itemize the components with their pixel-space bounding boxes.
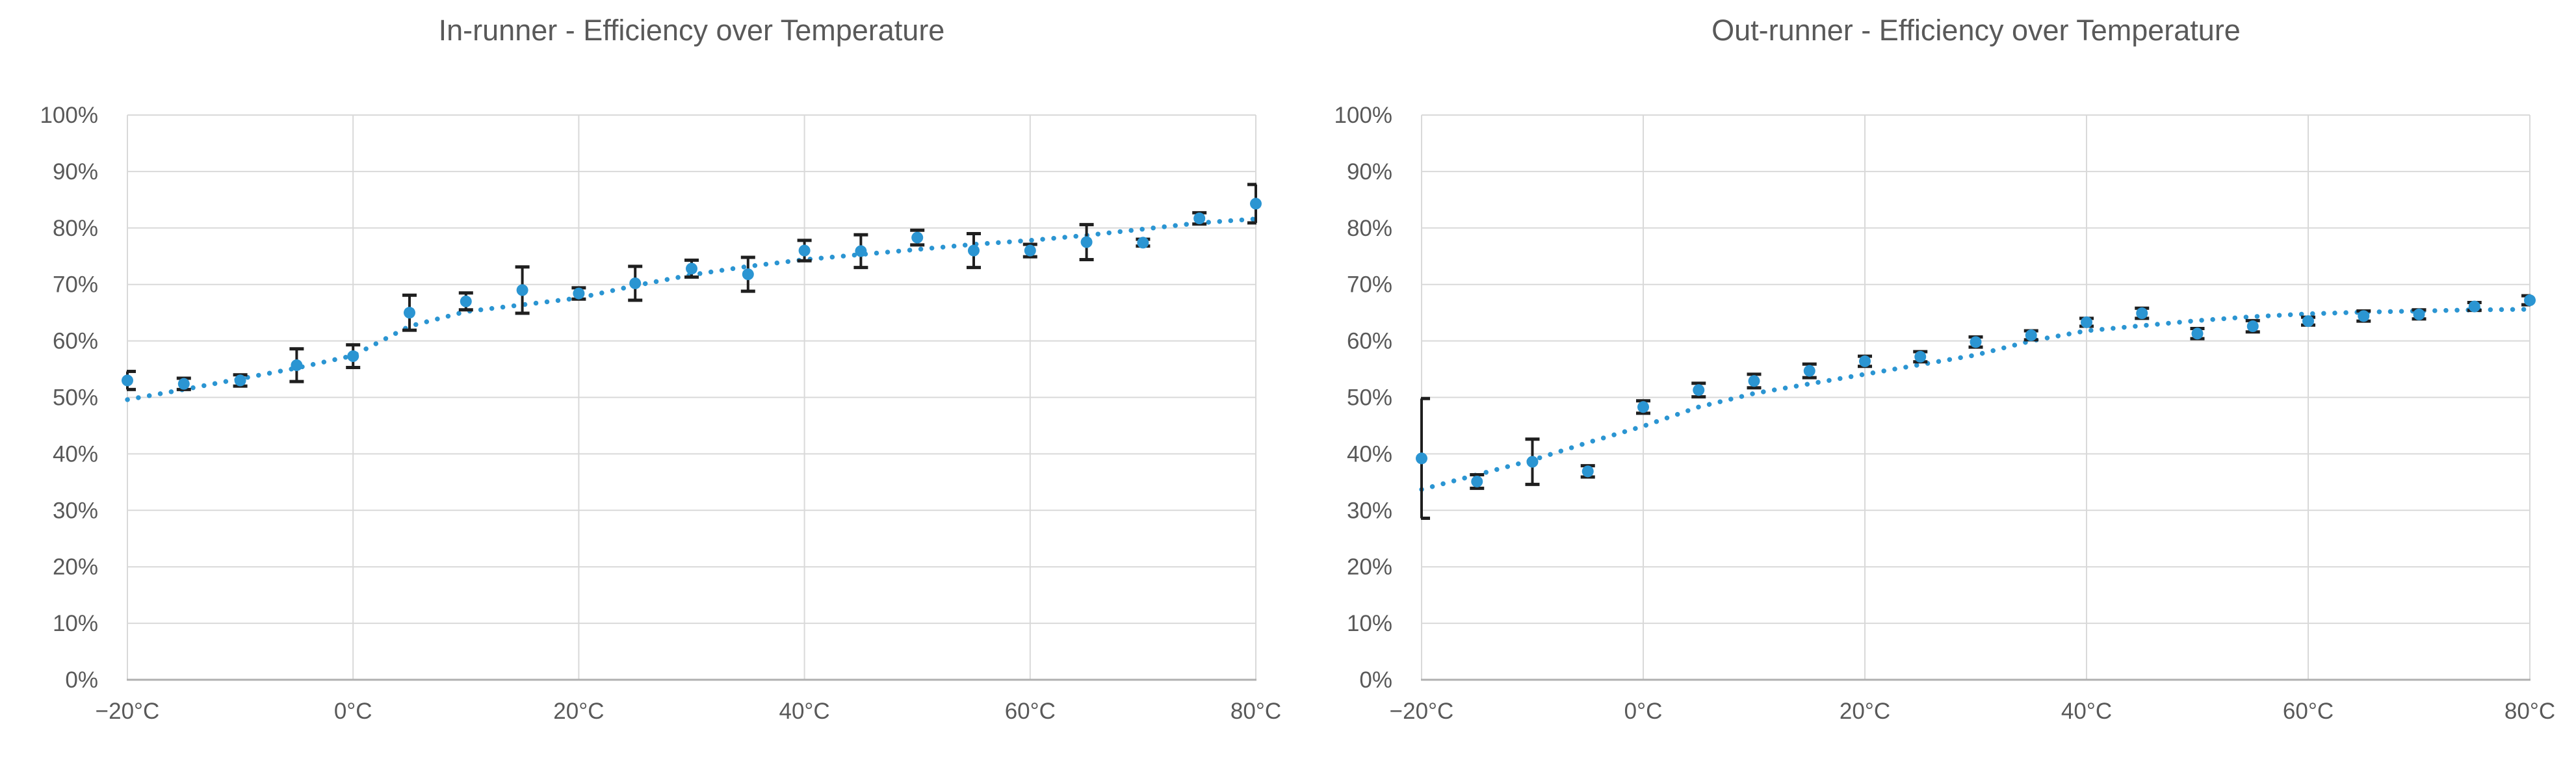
data-point-marker	[234, 374, 246, 387]
x-axis-tick-label: 0°C	[1624, 699, 1663, 724]
data-point-marker	[1581, 465, 1594, 478]
data-point-marker	[2191, 328, 2204, 340]
data-point-marker	[2468, 300, 2480, 313]
data-point-marker	[855, 245, 867, 257]
y-axis-tick-label: 40%	[1347, 441, 1392, 467]
y-axis-tick-label: 70%	[1347, 272, 1392, 298]
trendline-dotted	[1419, 307, 2532, 492]
chart-outrunner-efficiency: 0% 10% 20% 30% 40% 50% 60% 70% 80% 90% 100% −20°C 0°…	[1288, 0, 2576, 761]
data-point-marker	[1137, 237, 1149, 249]
chart-inrunner-canvas: 0% 10% 20% 30% 40% 50% 60% 70% 80% 90% 100% −20°C 0°…	[40, 14, 1281, 724]
data-point-marker	[629, 277, 642, 289]
data-point-marker	[2413, 308, 2425, 320]
data-point-marker	[1526, 456, 1539, 468]
x-axis-tick-label: 40°C	[779, 699, 829, 724]
data-point-marker	[1193, 213, 1206, 225]
chart-inrunner-efficiency: 0% 10% 20% 30% 40% 50% 60% 70% 80% 90% 100% −20°C 0°…	[40, 14, 1282, 724]
data-point-marker	[1693, 384, 1705, 396]
y-axis-tick-label: 70%	[53, 272, 98, 298]
x-axis-tick-label: −20°C	[96, 699, 160, 724]
chart-title-inrunner: In-runner - Efficiency over Temperature	[439, 14, 945, 47]
data-point-marker	[686, 263, 697, 275]
x-axis-tick-label: −20°C	[1390, 699, 1454, 724]
data-point-marker	[911, 231, 924, 244]
data-point-marker	[798, 244, 811, 257]
data-point-marker	[1914, 350, 1927, 363]
x-axis-tick-label: 60°C	[1005, 699, 1056, 724]
data-point-marker	[516, 284, 528, 296]
data-point-marker	[968, 244, 980, 257]
plot-area: 0% 10% 20% 30% 40% 50% 60% 70% 80% 90% 100% −20°C 0°…	[40, 103, 1281, 724]
y-axis-tick-label: 50%	[1347, 385, 1392, 411]
data-point-marker	[573, 287, 585, 300]
y-axis-tick-label: 10%	[53, 611, 98, 636]
x-axis-tick-label: 80°C	[1230, 699, 1281, 724]
data-point-marker	[347, 350, 359, 363]
y-axis-tick-label: 100%	[40, 103, 98, 128]
data-point-marker	[1859, 355, 1871, 367]
y-axis-tick-label: 40%	[53, 441, 98, 467]
y-axis-tick-label: 20%	[1347, 554, 1392, 580]
x-axis-tick-label: 20°C	[553, 699, 604, 724]
data-point-marker	[2081, 316, 2092, 328]
x-axis-tick-label: 40°C	[2061, 699, 2112, 724]
data-point-marker	[404, 307, 415, 319]
y-axis-tick-label: 80%	[1347, 216, 1392, 241]
data-point-marker	[1471, 475, 1483, 487]
data-point-marker	[122, 374, 133, 387]
y-axis-tick-label: 60%	[53, 329, 98, 354]
y-axis-tick-label: 20%	[53, 554, 98, 580]
y-axis-tick-label: 90%	[1347, 159, 1392, 185]
data-point-marker	[2246, 320, 2259, 333]
data-point-marker	[291, 359, 303, 371]
y-axis-tick-label: 90%	[53, 159, 98, 185]
y-axis-tick-label: 30%	[53, 498, 98, 523]
data-point-marker	[2358, 310, 2370, 322]
data-point-marker	[2302, 315, 2314, 328]
data-point-marker	[1416, 452, 1427, 465]
data-point-marker	[1637, 401, 1649, 413]
y-axis-tick-label: 0%	[1359, 667, 1392, 693]
chart-outrunner-canvas: 0% 10% 20% 30% 40% 50% 60% 70% 80% 90% 100% −20°C 0°…	[1334, 14, 2555, 724]
data-point-marker	[2025, 329, 2037, 341]
y-axis-tick-label: 60%	[1347, 329, 1392, 354]
data-point-marker	[177, 378, 190, 390]
data-point-marker	[1748, 375, 1760, 387]
data-point-marker	[1803, 365, 1815, 377]
data-point-marker	[1250, 198, 1262, 210]
y-axis-tick-label: 0%	[65, 667, 98, 693]
x-axis-tick-label: 0°C	[334, 699, 372, 724]
x-axis-tick-label: 20°C	[1840, 699, 1890, 724]
data-point-marker	[1024, 244, 1036, 257]
y-axis-tick-label: 30%	[1347, 498, 1392, 523]
y-axis-tick-label: 80%	[53, 216, 98, 241]
data-point-marker	[1970, 336, 1982, 348]
x-axis-tick-label: 60°C	[2283, 699, 2334, 724]
y-axis-tick-label: 50%	[53, 385, 98, 411]
y-axis-tick-label: 100%	[1334, 103, 1392, 128]
x-axis-tick-label: 80°C	[2504, 699, 2555, 724]
plot-area: 0% 10% 20% 30% 40% 50% 60% 70% 80% 90% 100% −20°C 0°…	[1334, 103, 2555, 724]
data-point-marker	[1080, 236, 1093, 248]
data-point-marker	[2524, 294, 2536, 307]
chart-title-outrunner: Out-runner - Efficiency over Temperature	[1711, 14, 2241, 47]
data-point-marker	[742, 268, 754, 281]
data-point-marker	[460, 295, 472, 307]
y-axis-tick-label: 10%	[1347, 611, 1392, 636]
data-point-marker	[2136, 307, 2148, 320]
